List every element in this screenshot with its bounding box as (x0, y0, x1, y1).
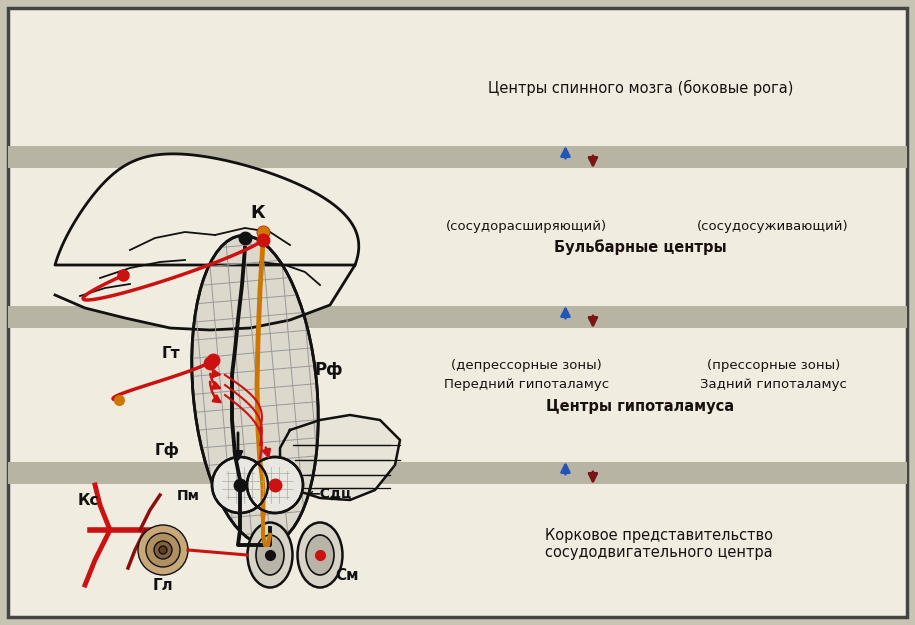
Text: (сосудорасширяющий): (сосудорасширяющий) (446, 220, 607, 232)
Text: Кс: Кс (78, 493, 100, 508)
Circle shape (154, 541, 172, 559)
Text: ←Сдц: ←Сдц (308, 487, 351, 501)
Text: См: См (335, 568, 359, 583)
Text: Задний гипоталамус: Задний гипоталамус (700, 378, 846, 391)
Text: Гф: Гф (155, 442, 180, 458)
Ellipse shape (247, 522, 293, 588)
Text: Передний гипоталамус: Передний гипоталамус (444, 378, 608, 391)
Text: Рф: Рф (315, 361, 344, 379)
Polygon shape (55, 154, 359, 330)
Text: (сосудосуживающий): (сосудосуживающий) (697, 220, 849, 232)
Text: (депрессорные зоны): (депрессорные зоны) (451, 359, 601, 372)
Text: К: К (251, 204, 265, 222)
Ellipse shape (306, 535, 334, 575)
Text: (прессорные зоны): (прессорные зоны) (706, 359, 840, 372)
FancyBboxPatch shape (8, 8, 907, 617)
Text: Бульбарные центры: Бульбарные центры (554, 239, 727, 255)
Polygon shape (280, 415, 400, 500)
Text: Центры гипоталамуса: Центры гипоталамуса (546, 399, 735, 414)
Text: Пм: Пм (178, 489, 200, 503)
Circle shape (146, 533, 180, 567)
FancyBboxPatch shape (8, 306, 907, 328)
Circle shape (212, 457, 268, 513)
Text: Центры спинного мозга (боковые рога): Центры спинного мозга (боковые рога) (488, 79, 793, 96)
FancyBboxPatch shape (8, 146, 907, 168)
Circle shape (247, 457, 303, 513)
Ellipse shape (256, 535, 284, 575)
Circle shape (159, 546, 167, 554)
Text: Гл: Гл (153, 578, 173, 593)
FancyBboxPatch shape (8, 462, 907, 484)
Text: Гт: Гт (162, 346, 180, 361)
Circle shape (138, 525, 188, 575)
Text: Корковое представительство
сосудодвигательного центра: Корковое представительство сосудодвигате… (544, 528, 773, 560)
Ellipse shape (297, 522, 342, 588)
Ellipse shape (192, 236, 318, 544)
